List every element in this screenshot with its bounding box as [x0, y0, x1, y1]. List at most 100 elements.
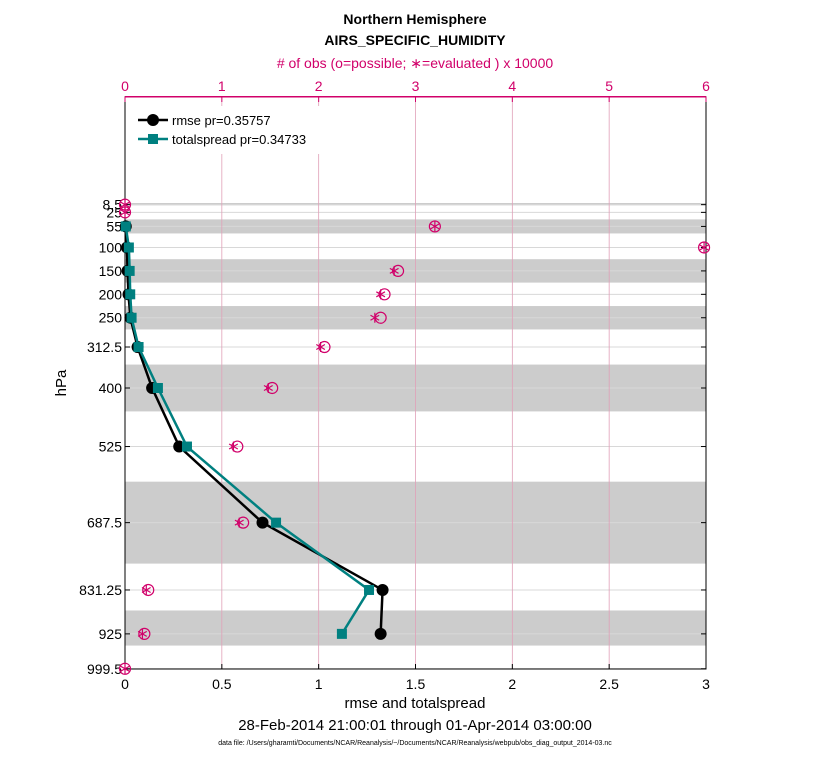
obs-possible-marker-11 [142, 583, 155, 597]
series-1-point-5 [125, 289, 136, 300]
obs-evaluated-stroke-1-2 [120, 209, 130, 216]
obs-possible-marker-2 [428, 220, 441, 233]
y-tick-label-5: 200 [99, 286, 123, 302]
top-axis-ticks: 0 1 2 3 4 5 6 [121, 78, 710, 102]
obs-evaluated-stroke-2-2 [430, 223, 440, 230]
obs-evaluated-stroke-0-2 [120, 201, 130, 208]
y-tick-label-12: 925 [99, 626, 123, 642]
bottom-tick-label-0: 0 [121, 676, 129, 692]
top-tick-label-5: 5 [605, 78, 613, 94]
series-1-point-2 [120, 221, 131, 232]
bottom-axis-ticks: 0 0.5 1 1.5 2 2.5 3 [121, 664, 710, 692]
top-tick-label-6: 6 [702, 78, 710, 94]
obs-evaluated-stroke-13-2 [120, 665, 130, 672]
y-tick-label-0: 8.5 [103, 197, 123, 213]
obs-evaluated-marker-9 [228, 441, 239, 452]
y-tick-label-1: 25 [106, 204, 122, 220]
obs-evaluated-stroke-3-2 [699, 244, 709, 251]
obs-evaluated-marker-6 [370, 312, 380, 323]
y-axis-label: hPa [53, 369, 70, 396]
obs-evaluated-marker-3 [699, 242, 709, 253]
top-axis-gridlines [221, 97, 610, 669]
obs-possible-marker-9 [231, 440, 244, 453]
obs-evaluated-marker-2 [430, 221, 440, 232]
x-axis-label: rmse and totalspread [345, 695, 486, 712]
y-tick-label-7: 312.5 [87, 339, 122, 355]
series-lines [119, 220, 389, 640]
legend-label-rmse: rmse pr=0.35757 [172, 113, 271, 128]
top-tick-label-0: 0 [121, 78, 129, 94]
series-1-point-4 [124, 265, 135, 276]
bottom-tick-label-6: 3 [702, 676, 710, 692]
obs-evaluated-marker-10 [234, 517, 244, 528]
series-0-point-10 [256, 516, 269, 529]
y-tick-label-3: 100 [99, 239, 123, 255]
obs-evaluated-marker-13 [120, 663, 130, 674]
obs-possible-marker-13 [118, 662, 132, 675]
series-0-point-11 [376, 583, 389, 596]
obs-evaluated-stroke-12-2 [137, 630, 148, 637]
obs-possible-marker-3 [697, 241, 711, 254]
series-1-point-9 [181, 441, 192, 452]
data-file-path: data file: /Users/gharamti/Documents/NCA… [218, 740, 612, 747]
obs-possible-marker-8 [266, 381, 279, 395]
obs-evaluated-stroke-11-2 [141, 586, 151, 593]
legend: rmse pr=0.35757 totalspread pr=0.34733 [132, 106, 327, 154]
series-0-point-12 [374, 627, 387, 640]
top-axis-label: # of obs (o=possible; ∗=evaluated ) x 10… [277, 55, 554, 71]
obs-evaluated-marker-4 [389, 265, 399, 276]
bottom-tick-label-2: 1 [315, 676, 323, 692]
top-tick-label-2: 2 [315, 78, 323, 94]
bottom-tick-label-5: 2.5 [599, 676, 619, 692]
obs-evaluated-stroke-8-2 [263, 384, 273, 392]
legend-marker-rmse [147, 114, 159, 126]
y-tick-label-6: 250 [99, 310, 123, 326]
y-tick-label-11: 831.25 [79, 582, 122, 598]
obs-evaluated-marker-11 [141, 584, 151, 595]
series-1-point-3 [123, 242, 134, 253]
obs-evaluated-stroke-7-2 [315, 343, 326, 351]
y-tick-label-13: 999.5 [87, 661, 122, 677]
chart-subtitle: AIRS_SPECIFIC_HUMIDITY [324, 32, 506, 48]
bottom-tick-label-3: 1.5 [406, 676, 426, 692]
bottom-tick-label-1: 0.5 [212, 676, 232, 692]
y-tick-label-8: 400 [99, 380, 123, 396]
obs-possible-marker-12 [138, 627, 151, 640]
obs-possible-marker-10 [237, 516, 250, 529]
series-line-1 [124, 226, 371, 635]
y-tick-label-4: 150 [99, 263, 123, 279]
series-1-point-7 [133, 342, 144, 353]
y-tick-label-10: 687.5 [87, 515, 122, 531]
series-1-point-8 [152, 382, 163, 393]
obs-evaluated-marker-5 [376, 289, 386, 300]
legend-marker-totalspread [148, 134, 158, 144]
bottom-tick-label-4: 2 [508, 676, 516, 692]
obs-evaluated-marker-12 [137, 628, 148, 639]
obs-possible-marker-7 [318, 340, 331, 354]
series-1-point-6 [126, 312, 137, 323]
series-1-point-10 [271, 517, 282, 528]
obs-possible-marker-4 [391, 264, 405, 278]
obs-evaluated-marker-1 [120, 207, 130, 218]
legend-box [132, 106, 327, 154]
obs-possible-marker-5 [378, 288, 391, 301]
obs-evaluated-stroke-9-2 [228, 443, 239, 450]
obs-possible-marker-1 [118, 206, 132, 219]
chart-title: Northern Hemisphere [343, 11, 486, 27]
y-tick-label-9: 525 [99, 439, 123, 455]
date-range: 28-Feb-2014 21:00:01 through 01-Apr-2014… [238, 717, 592, 734]
obs-evaluated-stroke-6-2 [370, 314, 380, 321]
obs-evaluated-marker-7 [315, 342, 326, 353]
series-1-point-12 [336, 628, 347, 639]
obs-count-markers [118, 198, 711, 675]
obs-evaluated-stroke-5-2 [376, 291, 386, 298]
top-tick-label-1: 1 [218, 78, 226, 94]
obs-evaluated-marker-8 [263, 382, 273, 393]
top-tick-label-3: 3 [412, 78, 420, 94]
top-tick-label-4: 4 [508, 78, 516, 94]
obs-evaluated-stroke-10-2 [234, 519, 244, 526]
obs-evaluated-stroke-4-2 [389, 267, 399, 274]
legend-label-totalspread: totalspread pr=0.34733 [172, 132, 306, 147]
